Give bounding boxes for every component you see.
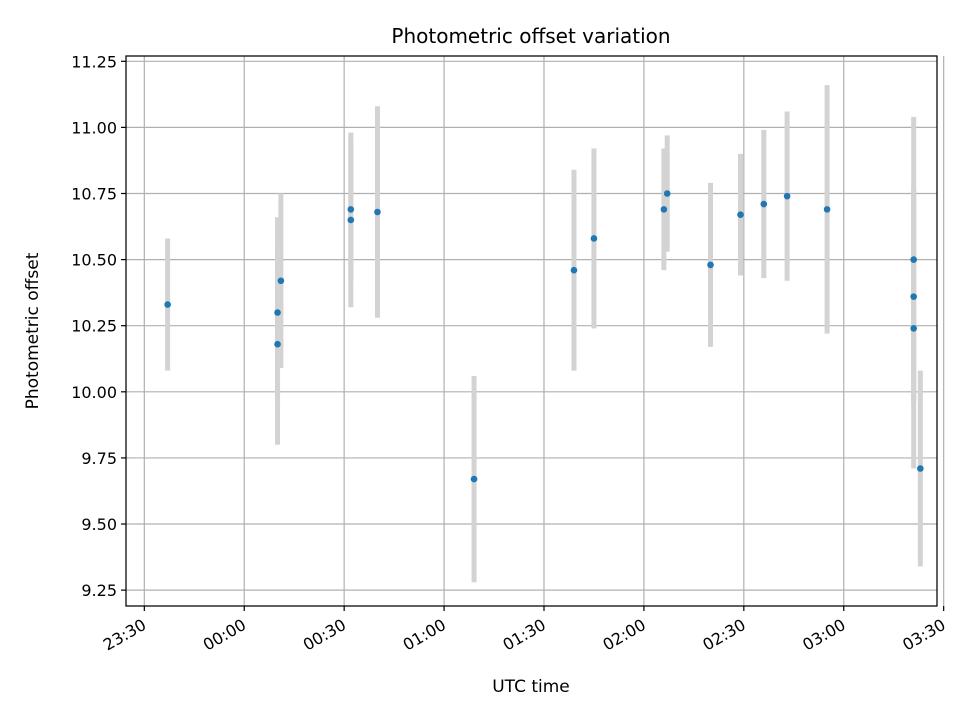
- data-point: [164, 301, 171, 308]
- data-point: [590, 235, 598, 242]
- y-tick-label: 9.75: [81, 449, 117, 468]
- data-point: [910, 325, 917, 332]
- data-point: [347, 206, 355, 213]
- y-tick-label: 10.50: [71, 251, 117, 270]
- x-tick-label: 02:00: [599, 615, 648, 655]
- data-point: [910, 293, 917, 300]
- chart-title: Photometric offset variation: [391, 24, 670, 48]
- data-point: [374, 208, 381, 216]
- data-point: [910, 256, 917, 263]
- data-point: [570, 266, 578, 274]
- x-axis-label: UTC time: [492, 677, 570, 697]
- plot-frame: [125, 55, 938, 607]
- y-tick-label: 9.50: [81, 515, 117, 534]
- x-axis-ticks: 23:30 00:00 00:30 01:00 01:30 02:00 02:30 03:00…: [100, 606, 949, 655]
- y-tick-label: 10.25: [71, 317, 117, 336]
- data-point: [660, 206, 668, 213]
- y-axis-label: Photometric offset: [23, 252, 43, 409]
- data-point: [783, 192, 791, 200]
- x-tick-label: 01:30: [500, 615, 549, 655]
- data-point: [737, 211, 744, 218]
- data-point: [347, 216, 355, 224]
- data-point: [274, 309, 281, 316]
- grid: [126, 56, 945, 606]
- x-tick-label: 00:30: [300, 615, 349, 655]
- y-tick-label: 9.25: [81, 581, 117, 600]
- y-tick-label: 10.00: [71, 383, 117, 402]
- data-point: [707, 261, 714, 269]
- data-points: [164, 190, 924, 483]
- x-tick-label: 01:00: [400, 615, 449, 655]
- y-tick-label: 11.25: [71, 52, 117, 71]
- x-tick-label: 03:30: [899, 615, 948, 655]
- data-point: [274, 340, 281, 348]
- x-tick-label: 03:00: [799, 615, 848, 655]
- data-point: [917, 465, 924, 472]
- data-point: [470, 475, 478, 483]
- data-point: [277, 277, 285, 285]
- x-tick-label: 00:00: [200, 615, 249, 655]
- y-tick-label: 11.00: [71, 118, 117, 137]
- data-point: [663, 190, 671, 197]
- data-point: [823, 206, 831, 213]
- x-tick-label: 23:30: [100, 615, 149, 655]
- x-tick-label: 02:30: [699, 615, 748, 655]
- y-tick-label: 10.75: [71, 185, 117, 204]
- y-axis-ticks: 9.25 9.50 9.75 10.00 10.25 10.50 10.75 11.00 11.…: [71, 52, 126, 600]
- data-point: [760, 200, 768, 208]
